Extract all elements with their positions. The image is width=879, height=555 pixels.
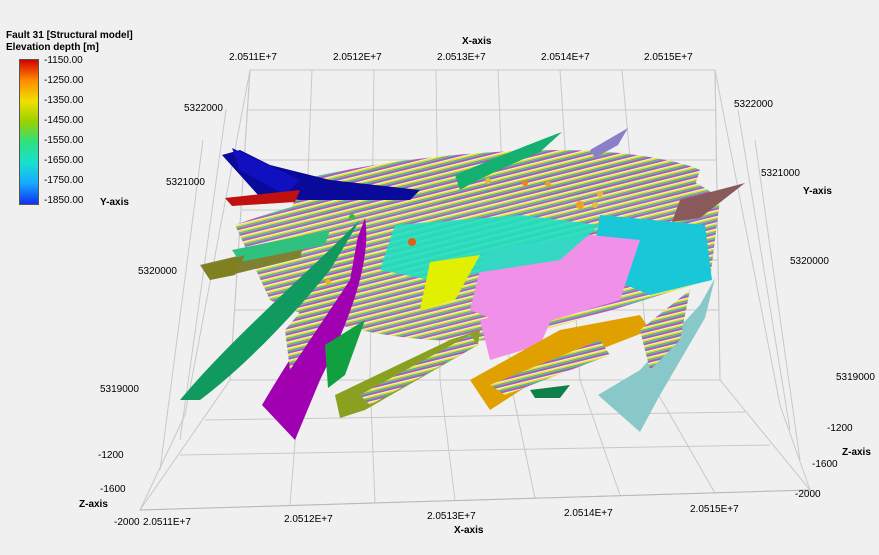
- x-tick-bottom: 2.0515E+7: [690, 504, 739, 515]
- x-tick-top: 2.0514E+7: [541, 52, 590, 63]
- z-tick-left: -1600: [100, 484, 126, 495]
- z-tick-right: -1200: [827, 423, 853, 434]
- z-tick-right: -1600: [812, 459, 838, 470]
- x-tick-bottom: 2.0514E+7: [564, 508, 613, 519]
- legend-title: Fault 31 [Structural model] Elevation de…: [6, 30, 133, 54]
- color-scale-tick: -1550.00: [44, 135, 84, 146]
- color-scale-bar: [19, 59, 39, 205]
- y-tick-left: 5321000: [166, 177, 205, 188]
- y-axis-title-right: Y-axis: [803, 186, 832, 197]
- color-scale-tick: -1150.00: [44, 55, 83, 66]
- property-title: Elevation depth [m]: [6, 42, 99, 53]
- x-tick-top: 2.0515E+7: [644, 52, 693, 63]
- x-axis-title-top: X-axis: [462, 36, 492, 47]
- color-scale-tick: -1750.00: [44, 175, 84, 186]
- y-tick-right: 5321000: [761, 168, 800, 179]
- x-tick-bottom: 2.0511E+7: [143, 517, 191, 528]
- y-tick-right: 5320000: [790, 256, 829, 267]
- x-axis-title-bottom: X-axis: [454, 525, 484, 536]
- color-scale-tick: -1850.00: [44, 195, 84, 206]
- x-tick-top: 2.0511E+7: [229, 52, 277, 63]
- y-tick-right: 5319000: [836, 372, 875, 383]
- y-tick-left: 5320000: [138, 266, 177, 277]
- fault-surfaces[interactable]: [180, 128, 745, 440]
- x-tick-bottom: 2.0512E+7: [284, 514, 333, 525]
- color-scale-tick: -1350.00: [44, 95, 84, 106]
- color-scale-tick: -1450.00: [44, 115, 84, 126]
- grid-front-edges: [139, 489, 811, 511]
- z-axis-title-right: Z-axis: [842, 447, 871, 458]
- z-axis-title-left: Z-axis: [79, 499, 108, 510]
- z-tick-right: -2000: [795, 489, 821, 500]
- z-tick-left: -2000: [114, 517, 140, 528]
- model-title: Fault 31 [Structural model]: [6, 30, 133, 41]
- y-tick-left: 5319000: [100, 384, 139, 395]
- color-scale-tick: -1650.00: [44, 155, 84, 166]
- y-tick-left: 5322000: [184, 103, 223, 114]
- y-axis-title-left: Y-axis: [100, 197, 129, 208]
- color-scale-tick: -1250.00: [44, 75, 84, 86]
- x-tick-top: 2.0512E+7: [333, 52, 382, 63]
- y-tick-right: 5322000: [734, 99, 773, 110]
- z-tick-left: -1200: [98, 450, 124, 461]
- x-tick-bottom: 2.0513E+7: [427, 511, 476, 522]
- x-tick-top: 2.0513E+7: [437, 52, 486, 63]
